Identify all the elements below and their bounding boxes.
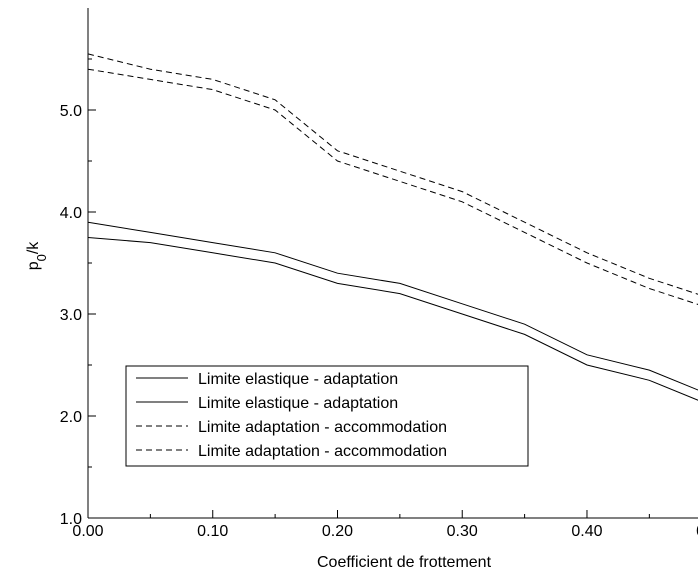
legend-label-4: Limite adaptation - accommodation <box>198 443 447 460</box>
legend-label-1: Limite elastique - adaptation <box>198 371 398 388</box>
x-tick-label: 0.00 <box>72 523 103 540</box>
x-axis-title: Coefficient de frottement <box>317 554 492 571</box>
x-tick-label: 0.50 <box>696 523 698 540</box>
series-line-1 <box>87 221 698 391</box>
legend-label-2: Limite elastique - adaptation <box>198 395 398 412</box>
y-axis-title-base: p <box>25 261 42 270</box>
x-tick-label: 0.10 <box>197 523 228 540</box>
y-tick-label: 5.0 <box>60 103 82 120</box>
y-tick-label: 2.0 <box>60 409 82 426</box>
legend-box <box>125 365 529 467</box>
legend-label-3: Limite adaptation - accommodation <box>198 419 447 436</box>
series-line-2 <box>87 237 698 401</box>
legend: Limite elastique - adaptation Limite elas… <box>125 365 529 467</box>
y-axis-title: p0/k <box>25 241 49 271</box>
y-tick-label: 3.0 <box>60 307 82 324</box>
y-tick-label: 1.0 <box>60 511 82 528</box>
x-tick-label: 0.40 <box>571 523 602 540</box>
axes: 1.0 2.0 3.0 4.0 5.0 0.00 0.10 0.20 0.30 0.40 0.50 <box>60 8 698 540</box>
x-tick-label: 0.30 <box>447 523 478 540</box>
x-tick-label: 0.20 <box>322 523 353 540</box>
y-axis-title-tail: /k <box>25 241 42 254</box>
y-tick-label: 4.0 <box>60 205 82 222</box>
series-line-4 <box>87 68 698 305</box>
series-line-3 <box>87 53 698 295</box>
series-layer <box>87 53 698 401</box>
y-axis-title-sub: 0 <box>34 254 49 261</box>
